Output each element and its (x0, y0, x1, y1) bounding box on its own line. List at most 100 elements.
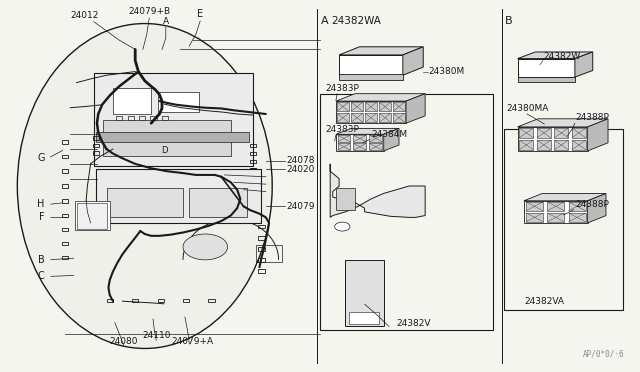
Bar (93, 136, 99, 140)
Bar (336, 188, 355, 210)
Text: H: H (37, 199, 45, 209)
Text: 24388P: 24388P (575, 113, 609, 122)
Bar (116, 116, 122, 119)
Polygon shape (337, 144, 350, 150)
Polygon shape (554, 140, 568, 150)
Bar (346, 260, 384, 326)
Text: 24110: 24110 (142, 331, 170, 340)
Polygon shape (588, 119, 608, 151)
Polygon shape (384, 128, 399, 151)
Bar (209, 299, 215, 302)
Text: 24079: 24079 (286, 202, 315, 211)
Bar (320, 94, 493, 330)
Bar (62, 214, 68, 217)
Polygon shape (537, 128, 551, 138)
Bar (258, 269, 264, 273)
Polygon shape (575, 52, 593, 77)
Bar (258, 247, 264, 251)
Text: 24382V: 24382V (396, 319, 431, 328)
Bar (157, 92, 199, 112)
Polygon shape (572, 140, 586, 150)
Bar (157, 299, 164, 302)
Bar (250, 167, 256, 171)
Bar (62, 256, 68, 260)
Polygon shape (369, 144, 382, 150)
Text: A: A (163, 17, 169, 26)
Bar (62, 199, 68, 203)
Polygon shape (568, 202, 586, 211)
Polygon shape (519, 128, 533, 138)
Polygon shape (524, 193, 606, 201)
Bar (349, 311, 380, 324)
Polygon shape (394, 113, 404, 122)
Polygon shape (526, 213, 543, 222)
Bar (62, 155, 68, 158)
Polygon shape (518, 59, 575, 77)
Text: 24383P: 24383P (325, 125, 359, 134)
Bar (518, 77, 575, 81)
Ellipse shape (17, 23, 272, 349)
Text: 24382W: 24382W (543, 52, 581, 61)
Polygon shape (537, 140, 551, 150)
Text: 24020: 24020 (286, 165, 315, 174)
Bar (75, 201, 109, 230)
Text: C: C (38, 272, 45, 282)
Polygon shape (518, 119, 608, 127)
Polygon shape (337, 135, 350, 142)
Polygon shape (547, 202, 564, 211)
Bar (62, 228, 68, 231)
Polygon shape (519, 140, 533, 150)
Text: F: F (39, 212, 45, 222)
Bar (504, 129, 623, 310)
Polygon shape (554, 128, 568, 138)
Polygon shape (339, 47, 423, 55)
Polygon shape (337, 113, 349, 122)
Polygon shape (380, 102, 390, 111)
Bar (62, 184, 68, 188)
Text: E: E (197, 9, 204, 19)
Polygon shape (336, 134, 384, 151)
Bar (250, 176, 256, 179)
Circle shape (183, 234, 228, 260)
Polygon shape (394, 102, 404, 111)
Polygon shape (526, 202, 543, 211)
Text: 24078: 24078 (286, 156, 315, 166)
Polygon shape (351, 102, 363, 111)
Bar (106, 188, 183, 217)
Polygon shape (337, 102, 349, 111)
Bar (94, 73, 253, 166)
Polygon shape (365, 102, 376, 111)
Text: AP/0*0/·6: AP/0*0/·6 (583, 350, 625, 359)
Polygon shape (330, 164, 425, 217)
Polygon shape (336, 94, 425, 101)
Text: D: D (161, 147, 167, 155)
Bar (258, 236, 264, 240)
Bar (62, 242, 68, 246)
Text: 24079+B: 24079+B (128, 7, 170, 16)
Bar (62, 140, 68, 144)
Bar (250, 160, 256, 163)
Text: 24380M: 24380M (428, 67, 465, 76)
Text: 24080: 24080 (109, 337, 138, 346)
Text: 24382WA: 24382WA (332, 16, 381, 26)
Polygon shape (403, 47, 423, 75)
Polygon shape (547, 213, 564, 222)
Bar (77, 203, 107, 229)
Text: 24382VA: 24382VA (524, 297, 564, 306)
Text: A: A (321, 16, 329, 26)
Text: 24384M: 24384M (371, 130, 407, 139)
Bar (93, 151, 99, 155)
Bar (62, 169, 68, 173)
Polygon shape (572, 128, 586, 138)
Circle shape (335, 222, 350, 231)
Bar (250, 168, 256, 171)
Text: 24012: 24012 (70, 11, 99, 20)
Bar (162, 116, 168, 119)
Polygon shape (524, 201, 588, 223)
Bar (258, 225, 264, 228)
Polygon shape (339, 55, 403, 75)
Polygon shape (336, 128, 399, 134)
Bar (96, 132, 248, 142)
Text: G: G (37, 153, 45, 163)
Bar (139, 116, 145, 119)
